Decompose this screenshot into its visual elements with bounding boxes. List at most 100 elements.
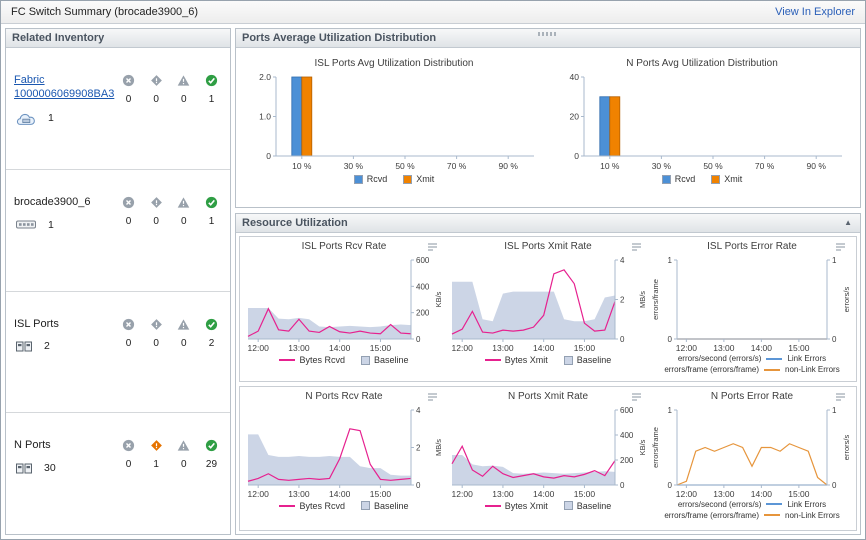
chart-title: ISL Ports Rcv Rate	[301, 241, 387, 252]
svg-text:errors/frame: errors/frame	[651, 279, 660, 320]
chart-options-icon[interactable]	[835, 242, 846, 251]
n-error-chart-cell: N Ports Error Rate 0 1 errors/s 0 1 errors/fr…	[650, 391, 854, 531]
legend-item: Baseline	[360, 500, 409, 511]
healthy-icon	[205, 196, 218, 208]
chart-options-icon[interactable]	[427, 392, 438, 401]
isl-distribution-chart: 10 % 30 % 50 % 70 % 90 % 0 1.0 2.0	[259, 72, 534, 171]
ports-icon	[16, 341, 32, 352]
chart-options-icon[interactable]	[835, 392, 846, 401]
legend-item: errors/second (errors/s) Link Errors	[678, 354, 826, 363]
healthy-status: 1	[203, 196, 220, 291]
chart-title: N Ports Avg Utilization Distribution	[626, 58, 778, 69]
fabric-link[interactable]: Fabric 1000006069908BA3	[14, 74, 115, 100]
legend-item: Bytes Xmit	[484, 355, 548, 365]
inventory-row-left: N Ports 30	[14, 439, 118, 534]
status-count: 2	[208, 337, 215, 349]
legend-swatch	[484, 359, 501, 361]
legend-label: non-Link Errors	[785, 365, 840, 374]
legend-label: Rcvd	[366, 174, 388, 184]
chart-title: ISL Ports Avg Utilization Distribution	[314, 58, 474, 69]
legend-label: Xmit	[416, 174, 435, 184]
ports-distribution-panel: Ports Average Utilization Distribution I…	[235, 28, 861, 208]
legend-item: Baseline	[563, 501, 611, 511]
legend-label: Bytes Xmit	[504, 355, 548, 365]
status-count: 1	[208, 215, 215, 227]
svg-text:0: 0	[620, 335, 625, 344]
svg-text:errors/s: errors/s	[842, 287, 851, 313]
critical-icon	[122, 74, 135, 87]
status-count: 0	[125, 94, 132, 105]
healthy-icon	[205, 74, 218, 87]
chart-options-icon[interactable]	[427, 242, 438, 251]
status-count: 29	[205, 459, 218, 471]
n-error-rate-chart: 0 1 errors/s 0 1 errors/frame 12:00 13:00 14:00 1…	[651, 406, 851, 499]
window-header: FC Switch Summary (brocade3900_6) View I…	[1, 1, 865, 24]
svg-text:200: 200	[416, 309, 430, 318]
n-ports-object: 30	[14, 462, 118, 474]
isl-distribution-chart-cell: ISL Ports Avg Utilization Distribution 1…	[240, 58, 548, 207]
healthy-icon	[205, 318, 218, 330]
healthy-status: 2	[203, 318, 220, 413]
legend-label: Bytes Rcvd	[299, 500, 345, 511]
chart-title: ISL Ports Xmit Rate	[504, 241, 592, 252]
critical-status: 0	[120, 318, 137, 413]
legend-item: Bytes Rcvd	[279, 501, 345, 511]
chart-title: ISL Ports Error Rate	[707, 241, 797, 252]
svg-text:10 %: 10 %	[600, 161, 620, 171]
svg-text:400: 400	[416, 282, 430, 291]
legend-label: Link Errors	[787, 499, 827, 509]
view-in-explorer-link[interactable]: View In Explorer	[775, 6, 855, 18]
svg-text:10 %: 10 %	[292, 161, 312, 171]
legend-label: Rcvd	[674, 174, 696, 184]
collapse-icon[interactable]: ▲	[844, 218, 852, 227]
svg-text:70 %: 70 %	[447, 161, 467, 171]
svg-text:15:00: 15:00	[370, 489, 392, 499]
fabric-object: 1	[14, 111, 118, 126]
svg-text:errors/s: errors/s	[842, 434, 851, 460]
isl-error-chart-cell: ISL Ports Error Rate 0 1 errors/s 0 1 errors/…	[650, 241, 854, 381]
chart-legend: Bytes Xmit Baseline	[484, 501, 611, 511]
isl-rcv-rate-chart: 0 200 400 600 KB/s 12:00 13:00 14:00 15:00	[248, 256, 443, 353]
marginal-icon	[150, 318, 162, 330]
critical-icon	[122, 196, 135, 208]
ports-icon	[16, 463, 32, 473]
svg-text:13:00: 13:00	[713, 489, 735, 499]
svg-text:13:00: 13:00	[288, 489, 310, 499]
legend-label: Link Errors	[787, 354, 827, 363]
legend-label: Baseline	[373, 500, 409, 511]
chart-title: N Ports Rcv Rate	[305, 390, 383, 402]
svg-text:14:00: 14:00	[751, 343, 773, 353]
chart-options-icon[interactable]	[631, 242, 642, 251]
svg-text:15:00: 15:00	[574, 489, 596, 499]
svg-text:13:00: 13:00	[288, 343, 310, 353]
status-count: 0	[153, 215, 159, 227]
n-xmit-chart-cell: N Ports Xmit Rate 0 200 400 600 KB/s 12:00 13:…	[446, 391, 650, 531]
status-count: 0	[125, 459, 132, 471]
panel-grip[interactable]	[538, 32, 558, 36]
legend-swatch	[661, 174, 671, 184]
svg-text:600: 600	[620, 406, 634, 415]
fabric-count: 1	[48, 112, 54, 124]
resource-charts: ISL Ports Rcv Rate 0 200 400 600 KB/s 12:00 13…	[236, 233, 860, 534]
marginal-status: 0	[148, 74, 165, 169]
legend-axis-text: errors/frame (errors/frame)	[664, 510, 759, 520]
isl-xmit-chart-cell: ISL Ports Xmit Rate 0 2 4 MB/s 12:00 13:00 14:…	[446, 241, 650, 381]
related-inventory-panel: Related Inventory Fabric 1000006069908BA…	[5, 28, 231, 535]
legend-item: Baseline	[563, 355, 611, 365]
svg-text:13:00: 13:00	[713, 343, 735, 353]
svg-text:14:00: 14:00	[329, 489, 351, 499]
svg-text:0: 0	[620, 481, 625, 490]
chart-title: N Ports Error Rate	[710, 390, 794, 402]
svg-text:15:00: 15:00	[788, 343, 810, 353]
svg-text:50 %: 50 %	[395, 161, 415, 171]
healthy-status: 29	[203, 439, 220, 534]
critical-icon	[122, 440, 135, 452]
svg-text:12:00: 12:00	[452, 343, 474, 353]
svg-text:30 %: 30 %	[652, 161, 672, 171]
svg-text:0: 0	[416, 335, 421, 344]
chart-legend: errors/second (errors/s) Link Errors error…	[664, 500, 839, 520]
status-count: 0	[181, 215, 187, 227]
svg-text:50 %: 50 %	[703, 161, 723, 171]
inventory-row-left: ISL Ports 2	[14, 318, 118, 413]
chart-options-icon[interactable]	[631, 392, 642, 401]
